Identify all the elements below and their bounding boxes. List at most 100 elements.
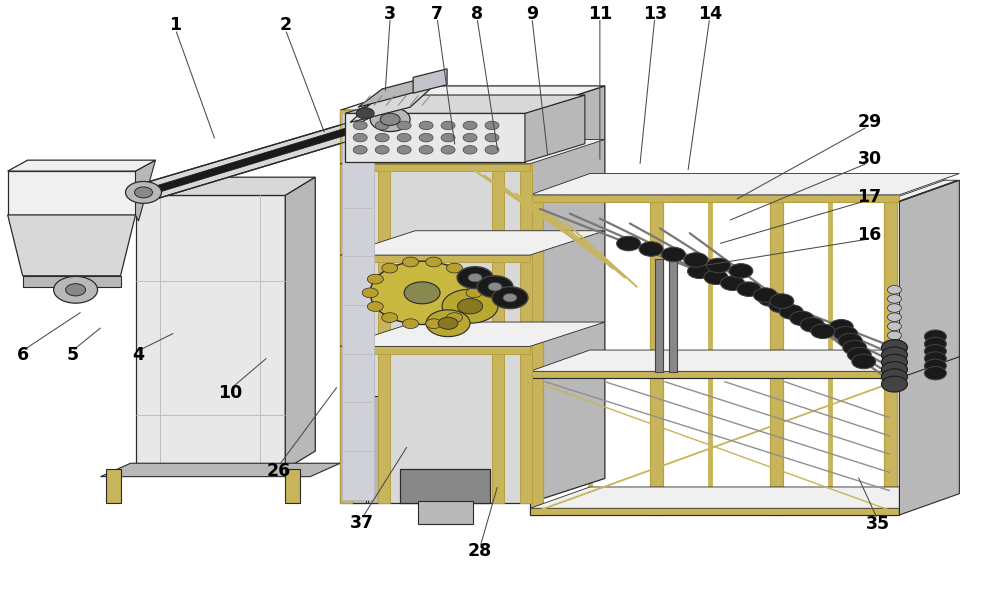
Polygon shape — [340, 231, 605, 255]
Circle shape — [380, 113, 400, 126]
Bar — [530, 371, 899, 378]
Bar — [340, 110, 352, 503]
Circle shape — [617, 236, 641, 251]
Bar — [530, 201, 543, 515]
Text: 1: 1 — [169, 16, 182, 34]
Circle shape — [397, 121, 411, 130]
Circle shape — [468, 273, 482, 282]
Circle shape — [662, 247, 685, 262]
Circle shape — [800, 318, 824, 332]
Polygon shape — [340, 140, 605, 164]
Polygon shape — [884, 180, 957, 201]
Circle shape — [687, 264, 711, 279]
Circle shape — [838, 333, 862, 348]
Circle shape — [706, 258, 730, 273]
Circle shape — [881, 347, 907, 363]
Bar — [655, 259, 663, 372]
Polygon shape — [345, 113, 525, 162]
Polygon shape — [143, 110, 390, 203]
Polygon shape — [8, 171, 136, 215]
Circle shape — [463, 146, 477, 154]
Polygon shape — [525, 95, 585, 162]
Circle shape — [457, 298, 483, 314]
Circle shape — [353, 134, 367, 142]
Text: 10: 10 — [218, 384, 243, 402]
Bar — [650, 201, 663, 515]
Circle shape — [829, 320, 853, 334]
Polygon shape — [413, 69, 447, 93]
Circle shape — [737, 282, 761, 296]
Text: 5: 5 — [67, 346, 79, 364]
Circle shape — [811, 324, 835, 339]
Polygon shape — [148, 115, 388, 195]
Polygon shape — [530, 487, 959, 508]
Circle shape — [881, 362, 907, 378]
Text: 9: 9 — [526, 5, 538, 23]
Polygon shape — [650, 180, 723, 201]
Circle shape — [881, 376, 907, 392]
Circle shape — [441, 121, 455, 130]
Polygon shape — [23, 276, 121, 287]
Circle shape — [441, 146, 455, 154]
Text: 6: 6 — [17, 346, 29, 364]
Text: 4: 4 — [133, 346, 145, 364]
Circle shape — [924, 359, 946, 373]
Text: 13: 13 — [643, 5, 667, 23]
Circle shape — [126, 181, 161, 203]
Circle shape — [461, 274, 477, 284]
Circle shape — [704, 270, 728, 284]
Bar — [884, 201, 897, 515]
Polygon shape — [530, 173, 959, 195]
Bar — [352, 396, 366, 503]
Bar — [368, 396, 378, 503]
Circle shape — [790, 311, 814, 326]
Circle shape — [403, 257, 419, 267]
Circle shape — [852, 354, 876, 369]
Text: 2: 2 — [279, 16, 291, 34]
Circle shape — [66, 284, 86, 296]
Circle shape — [924, 337, 946, 351]
Circle shape — [881, 340, 907, 356]
Polygon shape — [136, 160, 155, 221]
Circle shape — [457, 267, 493, 289]
Circle shape — [441, 134, 455, 142]
Polygon shape — [340, 110, 530, 503]
Circle shape — [404, 282, 440, 304]
Circle shape — [485, 146, 499, 154]
Polygon shape — [345, 95, 585, 113]
Text: 14: 14 — [698, 5, 722, 23]
Bar — [340, 164, 530, 171]
Polygon shape — [101, 463, 340, 476]
Circle shape — [463, 134, 477, 142]
Bar — [418, 501, 473, 524]
Polygon shape — [8, 160, 155, 171]
Text: 28: 28 — [468, 542, 492, 561]
Polygon shape — [770, 180, 843, 201]
Text: 3: 3 — [384, 5, 396, 23]
Polygon shape — [136, 177, 315, 195]
Circle shape — [446, 313, 462, 323]
Circle shape — [887, 313, 901, 321]
Circle shape — [426, 310, 470, 337]
Circle shape — [729, 264, 753, 278]
Circle shape — [397, 146, 411, 154]
Polygon shape — [530, 180, 603, 201]
Circle shape — [924, 367, 946, 380]
Circle shape — [924, 352, 946, 365]
Circle shape — [684, 253, 708, 267]
Circle shape — [370, 107, 410, 132]
Circle shape — [426, 319, 442, 329]
Polygon shape — [530, 86, 605, 503]
Bar — [530, 195, 899, 201]
Bar — [378, 110, 390, 503]
Polygon shape — [340, 322, 605, 346]
Circle shape — [442, 289, 498, 323]
Circle shape — [834, 326, 858, 341]
Circle shape — [887, 322, 901, 331]
Circle shape — [485, 134, 499, 142]
Circle shape — [770, 294, 794, 309]
Circle shape — [463, 121, 477, 130]
Text: 30: 30 — [857, 150, 882, 168]
Circle shape — [403, 319, 419, 329]
Circle shape — [375, 134, 389, 142]
